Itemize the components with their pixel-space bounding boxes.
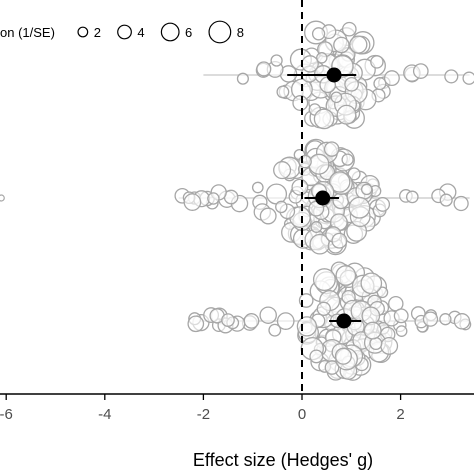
effect-point [313,108,335,130]
effect-point [328,171,351,193]
x-axis: -6 -4 -2 0 2 [0,393,474,423]
effect-point [439,313,452,326]
effect-point [330,91,343,104]
x-tick-label: 0 [298,406,306,423]
effect-point [348,196,371,219]
estimates-layer [287,67,362,329]
x-tick-label: -6 [0,406,13,423]
effect-point [312,268,336,292]
effect-point [373,77,387,91]
effect-point [259,207,277,225]
effect-point [292,95,309,111]
points-layer [0,20,474,381]
legend-title: on (1/SE) [0,25,55,40]
legend-size-key [77,26,89,38]
effect-point [268,323,282,337]
effect-point [363,321,382,340]
effect-point [273,161,292,180]
effect-point [375,196,391,212]
effect-point [243,313,260,329]
legend-size-label: 6 [185,25,192,40]
effect-point [344,76,359,92]
pooled-estimate [336,313,352,329]
effect-point [251,181,264,194]
x-tick-label: 2 [396,406,404,423]
outlier-point [0,194,5,202]
effect-point [323,141,340,157]
effect-point [395,325,408,337]
effect-point [393,308,409,324]
effect-point [383,70,400,87]
effect-point [332,192,350,210]
effect-point [422,311,439,327]
effect-point [236,72,249,85]
effect-point [462,71,474,85]
pooled-estimate [326,67,342,83]
x-tick-label: -4 [98,406,111,423]
effect-point [331,232,348,249]
effect-point [324,360,340,375]
effect-point [341,21,357,37]
pooled-estimate [315,190,331,206]
effect-point [334,347,352,365]
effect-point [265,183,288,205]
effect-point [370,55,384,69]
effect-point [275,200,288,214]
effect-point [256,61,272,77]
x-tick-label: -2 [197,406,210,423]
effect-point [310,221,323,233]
effect-point [207,192,220,205]
legend-size-label: 2 [94,25,101,40]
effect-point [183,193,202,211]
effect-point [316,301,331,316]
effect-point [439,193,453,207]
effect-point [311,27,326,41]
legend-size-label: 8 [237,25,244,40]
effect-point [335,265,357,286]
effect-point [380,336,399,355]
effect-point [412,63,429,79]
effect-point [221,313,235,327]
effect-point [316,52,328,64]
effect-point [444,69,459,84]
effect-point [333,36,350,54]
effect-point [405,190,419,204]
legend: on (1/SE) 2 4 6 8 [0,20,270,50]
x-axis-title: Effect size (Hedges' g) [193,450,373,470]
effect-point [187,315,205,333]
effect-point [341,153,354,166]
effect-point [259,306,277,324]
effect-point [453,313,471,330]
effect-point [291,178,309,196]
effect-point [349,35,368,54]
effect-point [309,349,324,364]
effect-point [308,153,330,175]
effect-point [347,167,361,181]
effect-point [296,316,318,337]
effect-point [453,195,469,212]
effect-point [276,85,290,99]
effect-point [298,154,312,169]
effect-point [276,312,295,330]
legend-size-key [208,20,232,44]
effect-point [270,54,283,67]
effect-point [336,104,357,125]
effect-point [360,272,383,295]
effect-point [360,183,373,196]
legend-size-key [117,24,132,40]
legend-size-key [160,22,180,42]
legend-size-label: 4 [137,25,144,40]
